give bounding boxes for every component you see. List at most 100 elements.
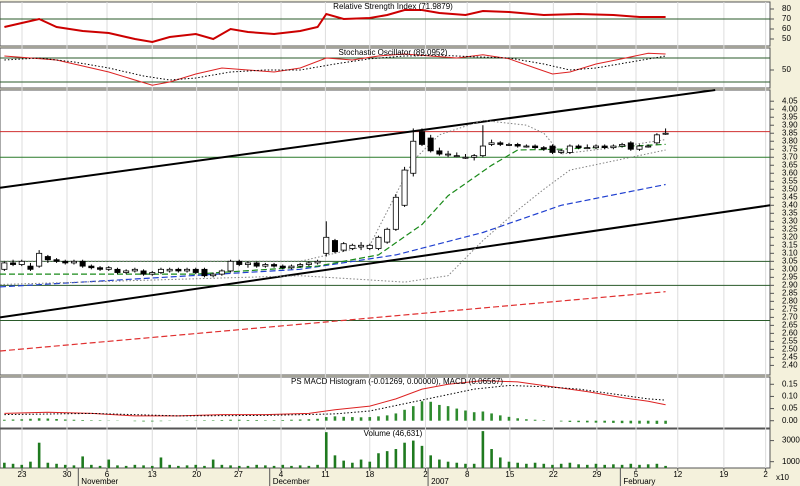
candle-body <box>427 137 434 152</box>
y-tick-label: 2.55 <box>782 336 798 345</box>
candle-body <box>418 131 425 145</box>
bar <box>316 464 319 468</box>
bar <box>107 459 111 468</box>
y-tick-label: 3.45 <box>782 192 798 201</box>
candle-body <box>584 147 591 150</box>
candle-body <box>453 155 460 158</box>
bar <box>63 464 67 468</box>
bar <box>498 457 502 468</box>
bar <box>577 464 580 468</box>
candle-body <box>192 268 199 273</box>
candle-body <box>549 145 556 153</box>
y-tick-label: 3.05 <box>782 256 798 265</box>
y-tick-label: 4.00 <box>782 104 798 113</box>
month-label: 2007 <box>431 477 449 486</box>
bar <box>46 418 50 421</box>
bar <box>594 420 598 423</box>
y-tick-label: 3.30 <box>782 216 798 225</box>
panel <box>0 376 771 429</box>
bar <box>37 442 41 468</box>
x-tick-label: 20 <box>192 470 201 479</box>
bar <box>229 419 232 421</box>
y-tick-label: 4.05 <box>782 96 798 105</box>
candle-body <box>253 262 260 267</box>
series-line <box>4 380 666 417</box>
y-tick-label: 2.50 <box>782 344 798 353</box>
bar <box>90 464 93 468</box>
bar <box>629 420 633 424</box>
candle-body <box>436 150 443 155</box>
bar <box>481 411 485 421</box>
bar <box>177 465 180 468</box>
bar <box>333 455 337 468</box>
candle-body <box>410 140 417 174</box>
bar <box>646 464 650 468</box>
bar <box>11 463 15 468</box>
bar <box>298 419 302 421</box>
y-tick-label: 3.65 <box>782 160 798 169</box>
candle-body <box>662 132 669 135</box>
bar <box>377 453 380 468</box>
bar <box>255 464 258 468</box>
candle-body <box>140 270 147 275</box>
y-tick-label: 10000 <box>782 457 800 466</box>
candle-body <box>218 270 225 275</box>
bar <box>237 465 241 468</box>
candle-body <box>532 145 539 149</box>
bar <box>342 416 345 421</box>
x-tick-label: 2 <box>423 470 428 479</box>
bar <box>194 464 198 468</box>
bar <box>585 464 589 468</box>
candle-body <box>314 260 321 264</box>
bar <box>568 420 572 422</box>
bar <box>272 465 276 468</box>
candle-body <box>27 265 34 270</box>
y-tick-label: 2.85 <box>782 288 798 297</box>
candle-body <box>610 145 617 149</box>
candle-body <box>619 144 626 147</box>
candle-body <box>53 259 60 262</box>
candle-body <box>157 268 164 273</box>
bar <box>612 420 615 423</box>
candle-body <box>627 142 634 150</box>
bar <box>533 462 537 468</box>
y-tick-label: 3.25 <box>782 224 798 233</box>
bar <box>429 455 432 468</box>
series-line <box>0 149 666 285</box>
candle-body <box>471 155 478 158</box>
y-tick-label: 60 <box>782 24 791 33</box>
bar <box>446 406 450 421</box>
candle-body <box>349 244 356 249</box>
bar <box>498 415 502 421</box>
candle-body <box>244 262 251 265</box>
x-tick-label: 2 <box>763 470 768 479</box>
candle-body <box>366 244 373 249</box>
x-tick-label: 4 <box>279 470 284 479</box>
panel-title: Volume (46,631) <box>364 429 423 438</box>
y-tick-label: 0.10 <box>782 392 798 401</box>
bar <box>281 464 285 468</box>
y-tick-label: 2.90 <box>782 280 798 289</box>
bar <box>229 465 232 468</box>
bar <box>246 419 250 421</box>
bar <box>507 461 511 468</box>
bar <box>664 465 667 468</box>
bar <box>455 462 459 468</box>
bar <box>438 404 441 421</box>
bar <box>211 459 215 468</box>
y-tick-label: 3.85 <box>782 128 798 137</box>
bar <box>98 465 102 468</box>
bar <box>525 419 528 421</box>
candle-body <box>210 273 217 277</box>
bar <box>394 413 398 421</box>
candle-body <box>340 243 347 251</box>
bar <box>620 420 624 424</box>
y-tick-label: 50 <box>782 34 791 43</box>
candle-body <box>645 145 652 148</box>
series-line <box>4 54 666 81</box>
y-tick-label: 3.90 <box>782 120 798 129</box>
bar <box>124 465 128 468</box>
candle-body <box>70 260 77 264</box>
bar <box>237 419 241 421</box>
candle-body <box>201 268 208 277</box>
